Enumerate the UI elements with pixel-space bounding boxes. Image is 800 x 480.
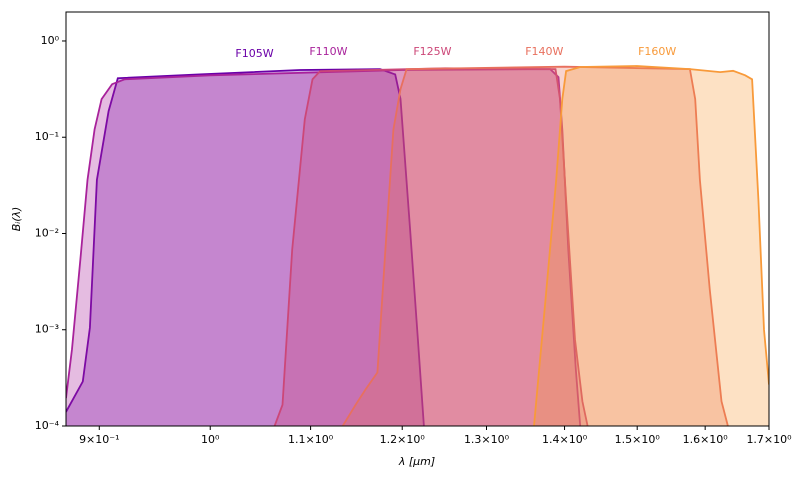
- x-tick-label: 10⁰: [201, 433, 220, 446]
- filter-curve: [66, 68, 425, 426]
- y-axis-label: Bᵢ(λ): [10, 207, 23, 232]
- filter-label: F105W: [235, 47, 273, 60]
- filter-label: F160W: [638, 45, 676, 58]
- x-tick-label: 9×10⁻¹: [79, 433, 119, 446]
- x-tick-label: 1.2×10⁰: [380, 433, 426, 446]
- x-tick-label: 1.5×10⁰: [615, 433, 661, 446]
- plot-area: [66, 65, 769, 426]
- filter-curve: [533, 65, 769, 426]
- x-tick-label: 1.4×10⁰: [542, 433, 588, 446]
- filter-label: F125W: [413, 45, 451, 58]
- y-tick-label: 10⁻⁴: [35, 419, 60, 432]
- y-tick-label: 10⁰: [41, 34, 60, 47]
- filter-area: [342, 66, 728, 426]
- y-tick-label: 10⁻³: [35, 323, 59, 336]
- filter-area: [274, 68, 588, 426]
- x-axis-label: λ [μm]: [398, 455, 435, 468]
- filter-area: [534, 66, 769, 426]
- filter-label: F140W: [525, 45, 563, 58]
- y-tick-label: 10⁻¹: [35, 130, 59, 143]
- x-tick-label: 1.1×10⁰: [288, 433, 334, 446]
- x-tick-label: 1.3×10⁰: [464, 433, 510, 446]
- x-tick-label: 1.7×10⁰: [746, 433, 792, 446]
- y-tick-label: 10⁻²: [35, 226, 59, 239]
- filter-area: [66, 69, 424, 426]
- x-tick-label: 1.6×10⁰: [683, 433, 729, 446]
- filter-area: [66, 69, 581, 426]
- plot-frame: [65, 11, 770, 427]
- filter-label: F110W: [309, 45, 347, 58]
- filter-curve: [341, 65, 729, 426]
